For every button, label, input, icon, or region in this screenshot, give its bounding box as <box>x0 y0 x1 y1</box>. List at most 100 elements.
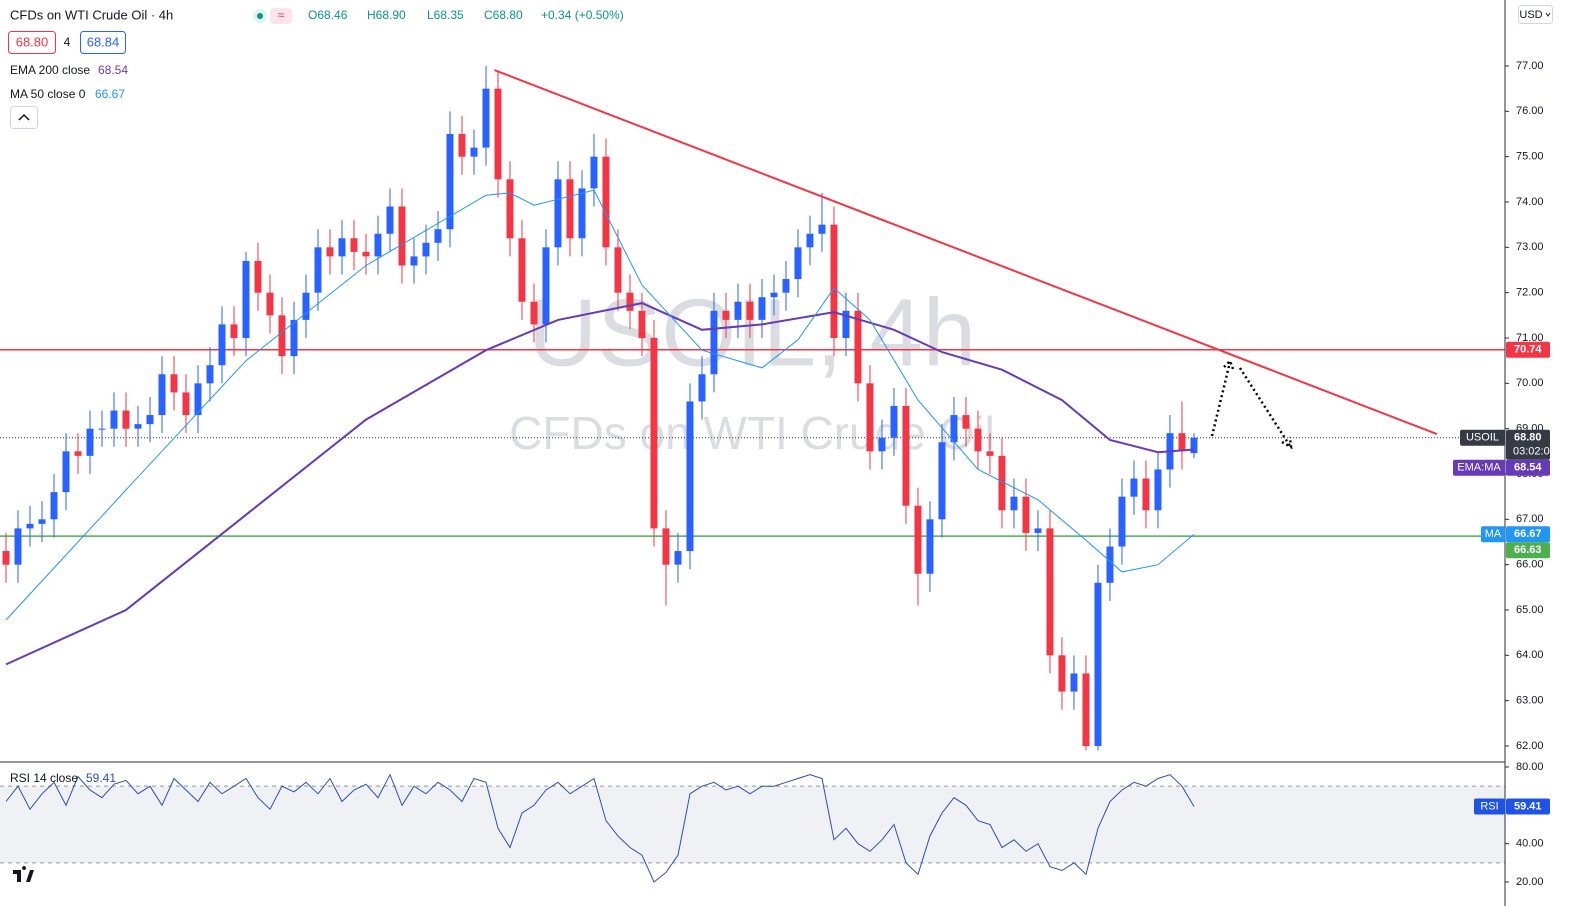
ohlc-high: H68.90 <box>367 8 406 22</box>
candle-body <box>746 301 754 320</box>
axis-group: 62.0063.0064.0065.0066.0067.0068.0069.00… <box>1453 60 1556 888</box>
candle-body <box>170 374 178 393</box>
rsi-legend-value: 59.41 <box>86 771 116 785</box>
collapse-icon <box>18 113 30 121</box>
rsi-band <box>0 786 1505 863</box>
candle-body <box>146 415 154 425</box>
legend-value: 66.67 <box>95 87 125 101</box>
trendline <box>494 69 1438 436</box>
candle-body <box>422 242 430 257</box>
candle-body <box>878 437 886 452</box>
tv-logo <box>10 864 38 886</box>
candle-body <box>686 401 694 552</box>
collapse-button[interactable] <box>10 106 38 129</box>
candle-body <box>62 451 70 493</box>
candle-body <box>1034 528 1042 533</box>
candle-body <box>506 179 514 239</box>
candle-body <box>710 310 718 375</box>
candle-body <box>458 134 466 157</box>
candle-body <box>614 247 622 293</box>
candle-body <box>758 297 766 320</box>
candle-body <box>254 260 262 293</box>
candle-body <box>242 260 250 339</box>
price-label: 70.74 <box>1514 344 1542 356</box>
candle-body <box>974 428 982 452</box>
legend-name: EMA 200 close <box>10 63 90 77</box>
candle-body <box>158 374 166 416</box>
bid-price[interactable]: 68.80 <box>16 34 49 49</box>
candle-body <box>1154 469 1162 511</box>
candle-body <box>278 315 286 357</box>
currency-button[interactable] <box>1518 5 1553 24</box>
candle-body <box>782 279 790 293</box>
candle-body <box>1142 478 1150 511</box>
rsi-line <box>5 773 1195 883</box>
y-tick-label: 76.00 <box>1516 105 1544 117</box>
price-label: 66.67 <box>1514 528 1542 540</box>
candle-body <box>434 229 442 243</box>
y-tick-label: 63.00 <box>1516 695 1544 707</box>
candle-body <box>1190 437 1198 454</box>
candle-body <box>1022 496 1030 533</box>
candle-body <box>986 451 994 456</box>
candle-body <box>386 206 394 234</box>
candle-body <box>818 224 826 234</box>
price-label-box <box>1506 526 1550 543</box>
bid-box[interactable] <box>8 31 56 54</box>
candle-body <box>734 301 742 320</box>
currency[interactable]: USD <box>1519 9 1542 21</box>
ask-box[interactable] <box>80 31 126 54</box>
candle-body <box>314 247 322 293</box>
candle-body <box>326 247 334 257</box>
candle-body <box>662 528 670 565</box>
data-icon-glyph: ≈ <box>278 8 285 22</box>
y-tick-label: 71.00 <box>1516 332 1544 344</box>
candle-body <box>86 428 94 456</box>
price-label: 68.80 <box>1514 432 1542 444</box>
candle-body <box>998 455 1006 511</box>
candle-body <box>362 251 370 257</box>
y-tick-label: 70.00 <box>1516 377 1544 389</box>
candle-body <box>938 442 946 520</box>
ohlc-low: L68.35 <box>427 8 464 22</box>
candle-body <box>650 338 658 529</box>
y-tick-label: 72.00 <box>1516 287 1544 299</box>
price-label-box <box>1506 459 1550 476</box>
candle-body <box>794 247 802 280</box>
candle-body <box>866 383 874 452</box>
price-label-box <box>1506 429 1550 460</box>
plot-group <box>0 66 1505 883</box>
y-tick-label: 75.00 <box>1516 151 1544 163</box>
watermark: USOIL, 4h <box>528 279 976 386</box>
candle-body <box>26 523 34 529</box>
currency-caret <box>1545 12 1551 17</box>
candle-body <box>374 233 382 257</box>
candle-body <box>530 301 538 325</box>
y-tick-label: 66.00 <box>1516 559 1544 571</box>
y-tick-label: 64.00 <box>1516 649 1544 661</box>
candle-body <box>1106 546 1114 583</box>
candle-body <box>578 188 586 239</box>
candle-body <box>398 206 406 266</box>
candle-body <box>1082 673 1090 746</box>
price-label: 68.54 <box>1514 462 1542 474</box>
ask-price[interactable]: 68.84 <box>87 34 120 49</box>
candle-body <box>554 179 562 248</box>
countdown: 03:02:09 <box>1513 446 1556 458</box>
series-tag: MA <box>1485 528 1502 540</box>
candle-body <box>1046 528 1054 656</box>
candle-body <box>638 310 646 339</box>
symbol-title[interactable]: CFDs on WTI Crude Oil · 4h <box>10 7 173 22</box>
candle-body <box>14 528 22 565</box>
candle-body <box>122 410 130 429</box>
candle-body <box>914 505 922 574</box>
candle-body <box>182 392 190 416</box>
candle-body <box>674 551 682 565</box>
price-label-box <box>1506 341 1550 358</box>
series-tag-box <box>1474 798 1505 815</box>
candle-body <box>494 88 502 180</box>
legend-value: 68.54 <box>98 63 128 77</box>
series-tag-box <box>1453 459 1505 476</box>
ohlc-change: +0.34 (+0.50%) <box>541 8 624 22</box>
candle-body <box>830 224 838 339</box>
